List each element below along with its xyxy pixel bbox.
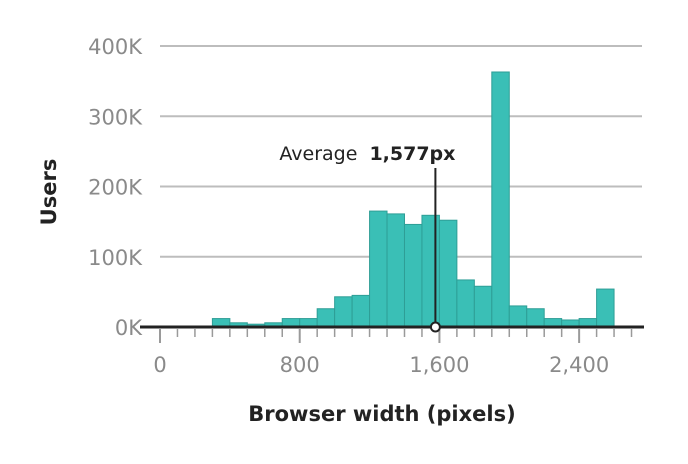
x-tick-labels: 0 800 1,600 2,400 — [153, 353, 609, 377]
x-tick-label: 1,600 — [409, 353, 469, 377]
histogram-bar — [403, 223, 423, 328]
x-axis — [140, 325, 644, 343]
histogram-bar — [334, 296, 353, 328]
histogram-bar — [473, 285, 493, 328]
y-tick-label: 100K — [88, 246, 143, 270]
x-tick-label: 800 — [280, 353, 320, 377]
histogram-bar — [316, 308, 336, 328]
histogram-bar — [526, 308, 545, 328]
y-tick-label: 400K — [88, 35, 143, 59]
histogram-bar — [491, 71, 510, 328]
average-marker-dot — [429, 321, 441, 333]
x-tick-label: 0 — [153, 353, 166, 377]
histogram-bar — [596, 288, 615, 328]
x-tick-label: 2,400 — [549, 353, 609, 377]
y-axis-title: Users — [37, 159, 61, 226]
x-axis-title: Browser width (pixels) — [248, 402, 515, 426]
average-label-text: Average — [279, 143, 357, 165]
average-annotation: Average 1,577px — [279, 143, 455, 333]
histogram-bar — [369, 210, 388, 328]
histogram-bar — [351, 294, 371, 328]
y-tick-labels: 0K 100K 200K 300K 400K — [88, 35, 143, 340]
histogram-bar — [386, 213, 405, 328]
histogram-bar — [421, 214, 440, 328]
average-value: 1,577px — [369, 143, 455, 165]
histogram-bar — [508, 305, 528, 328]
histogram-bar — [456, 279, 475, 328]
histogram-bars — [211, 71, 615, 328]
y-tick-label: 0K — [115, 316, 143, 340]
y-tick-label: 300K — [88, 105, 143, 129]
histogram-bar — [438, 219, 458, 328]
average-label: Average 1,577px — [279, 143, 455, 165]
y-tick-label: 200K — [88, 176, 143, 200]
